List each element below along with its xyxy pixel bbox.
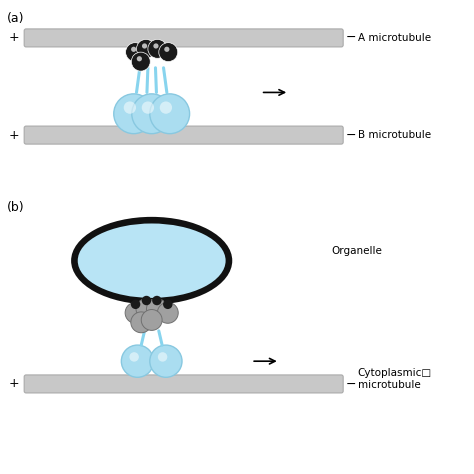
Text: +: +	[9, 128, 19, 142]
Circle shape	[142, 296, 151, 305]
Text: +: +	[9, 31, 19, 45]
Text: Cytoplasmic□
microtubule: Cytoplasmic□ microtubule	[358, 368, 432, 390]
Text: −: −	[346, 31, 356, 45]
FancyBboxPatch shape	[24, 126, 343, 144]
Circle shape	[132, 94, 172, 134]
Circle shape	[142, 101, 154, 114]
Circle shape	[121, 345, 154, 377]
Text: −: −	[346, 377, 356, 391]
Circle shape	[129, 352, 139, 362]
Circle shape	[164, 46, 170, 52]
Circle shape	[148, 39, 167, 58]
Circle shape	[131, 46, 137, 52]
Text: Organelle: Organelle	[332, 246, 383, 256]
Circle shape	[158, 352, 167, 362]
Text: −: −	[346, 128, 356, 142]
FancyBboxPatch shape	[24, 29, 343, 47]
Circle shape	[131, 300, 140, 309]
Circle shape	[131, 312, 152, 333]
Ellipse shape	[71, 217, 232, 305]
Text: +: +	[9, 377, 19, 391]
Circle shape	[160, 101, 172, 114]
Circle shape	[125, 302, 146, 323]
Circle shape	[124, 101, 136, 114]
Circle shape	[126, 43, 145, 62]
Circle shape	[146, 299, 167, 319]
Circle shape	[136, 299, 157, 319]
Circle shape	[114, 94, 154, 134]
Circle shape	[137, 56, 142, 62]
Circle shape	[142, 43, 147, 49]
Text: B microtubule: B microtubule	[358, 130, 431, 140]
Circle shape	[154, 43, 159, 49]
Text: (a): (a)	[7, 12, 25, 25]
Text: A microtubule: A microtubule	[358, 33, 431, 43]
Circle shape	[137, 39, 155, 58]
FancyBboxPatch shape	[24, 375, 343, 393]
Circle shape	[131, 52, 150, 71]
Ellipse shape	[78, 224, 226, 298]
Text: (b): (b)	[7, 201, 25, 214]
Circle shape	[157, 302, 178, 323]
Circle shape	[163, 300, 173, 309]
Circle shape	[159, 43, 178, 62]
Circle shape	[150, 94, 190, 134]
Circle shape	[152, 296, 162, 305]
Circle shape	[141, 310, 162, 330]
Circle shape	[150, 345, 182, 377]
